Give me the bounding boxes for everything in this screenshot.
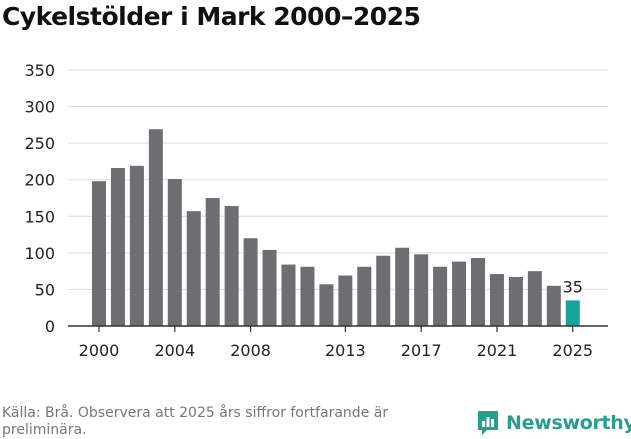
x-tick-label-2017: 2017 — [401, 341, 442, 360]
y-tick-label-300: 300 — [24, 98, 55, 117]
x-tick-label-2000: 2000 — [79, 341, 120, 360]
bar-2017 — [414, 254, 429, 326]
x-tick-label-2021: 2021 — [477, 341, 518, 360]
bar-2013 — [338, 275, 353, 326]
logo-text: Newsworthy — [506, 412, 631, 434]
bar-2025 — [565, 300, 580, 326]
bar-2011 — [300, 266, 315, 326]
bar-2000 — [92, 181, 106, 326]
data-label-2025: 35 — [563, 277, 583, 296]
bar-2006 — [205, 198, 220, 326]
bar-2009 — [262, 249, 277, 326]
y-tick-label-50: 50 — [35, 280, 55, 299]
y-tick-label-150: 150 — [24, 207, 55, 226]
bar-2002 — [129, 165, 144, 326]
bar-2001 — [110, 168, 125, 326]
bar-2019 — [452, 261, 467, 326]
bar-2022 — [508, 276, 523, 326]
x-tick-label-2004: 2004 — [154, 341, 195, 360]
bar-2007 — [224, 206, 239, 326]
y-tick-label-350: 350 — [24, 61, 55, 80]
source-note: Källa: Brå. Observera att 2025 års siffr… — [2, 405, 389, 438]
bar-2010 — [281, 264, 296, 326]
bar-chart: 0 50 100 150 200 250 300 350 35 2000 2004 2008 2013 2… — [24, 61, 608, 360]
bar-2024 — [546, 285, 561, 326]
bar-2004 — [167, 178, 182, 326]
bar-2003 — [148, 129, 163, 326]
bar-2008 — [243, 238, 258, 326]
bar-2015 — [376, 255, 391, 326]
x-tick-label-2025: 2025 — [552, 341, 593, 360]
y-tick-label-100: 100 — [24, 244, 55, 263]
chart-title: Cykelstölder i Mark 2000–2025 — [2, 2, 421, 31]
y-tick-label-200: 200 — [24, 171, 55, 190]
x-tick-label-2008: 2008 — [230, 341, 271, 360]
newsworthy-logo[interactable]: Newsworthy — [476, 409, 631, 437]
bar-2021 — [489, 274, 504, 326]
bar-2014 — [357, 266, 372, 326]
y-tick-label-0: 0 — [45, 317, 55, 336]
bar-2018 — [433, 266, 448, 326]
bar-2012 — [319, 284, 334, 326]
chart-logo-icon — [478, 411, 498, 435]
bar-2005 — [186, 211, 201, 326]
y-tick-label-250: 250 — [24, 134, 55, 153]
bar-2016 — [395, 247, 410, 326]
x-tick-label-2013: 2013 — [325, 341, 366, 360]
bar-2020 — [471, 257, 485, 326]
bar-2023 — [527, 271, 542, 326]
